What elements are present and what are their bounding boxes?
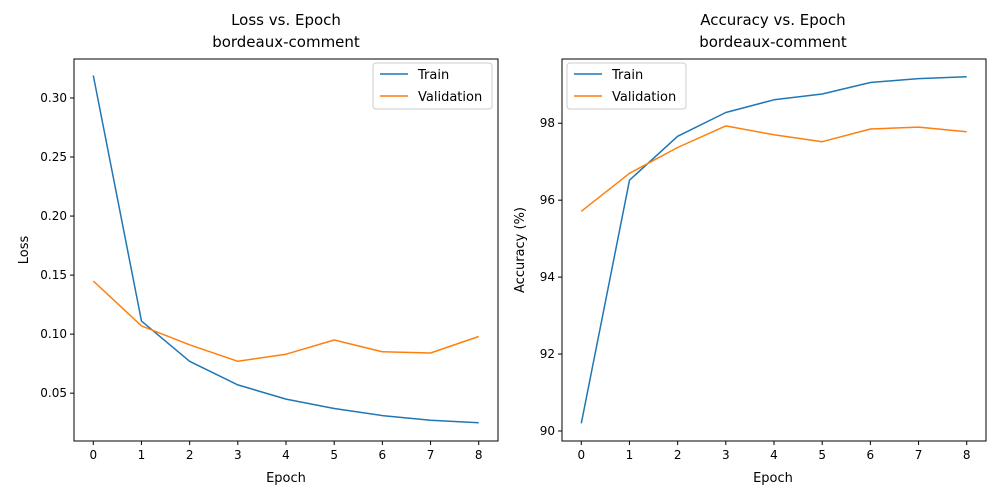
accuracy-xtick-label: 5 bbox=[818, 448, 826, 462]
accuracy-chart-legend: Train Validation bbox=[566, 62, 687, 110]
accuracy-xtick-label: 7 bbox=[915, 448, 923, 462]
loss-chart-lines bbox=[92, 75, 479, 424]
accuracy-xtick-label: 4 bbox=[770, 448, 778, 462]
accuracy-chart-ylabel: Accuracy (%) bbox=[513, 207, 528, 293]
loss-chart-legend: Train Validation bbox=[372, 62, 493, 110]
accuracy-ytick-label: 94 bbox=[540, 270, 555, 284]
loss-ytick-label: 0.20 bbox=[40, 209, 67, 223]
loss-series-validation-line bbox=[92, 280, 479, 363]
loss-xtick-label: 5 bbox=[330, 448, 338, 462]
loss-xtick-label: 6 bbox=[379, 448, 387, 462]
loss-chart-ylabel: Loss bbox=[17, 236, 32, 265]
accuracy-ytick-label: 98 bbox=[540, 116, 555, 130]
legend-label-validation: Validation bbox=[612, 90, 676, 105]
accuracy-xtick-label: 6 bbox=[867, 448, 875, 462]
loss-ytick-label: 0.30 bbox=[40, 91, 67, 105]
loss-ytick-label: 0.15 bbox=[40, 268, 67, 282]
accuracy-ytick-label: 96 bbox=[540, 193, 555, 207]
accuracy-xtick-label: 8 bbox=[963, 448, 971, 462]
loss-xtick-label: 8 bbox=[475, 448, 483, 462]
loss-chart: Loss vs. Epoch bordeaux-comment 0 1 2 3 4 5 6 7… bbox=[17, 11, 499, 486]
accuracy-chart-subtitle: bordeaux-comment bbox=[699, 33, 847, 51]
accuracy-chart-lines bbox=[580, 75, 967, 424]
accuracy-xtick-label: 3 bbox=[722, 448, 730, 462]
loss-xtick-label: 3 bbox=[234, 448, 242, 462]
legend-label-train: Train bbox=[417, 68, 449, 83]
accuracy-xtick-label: 0 bbox=[577, 448, 585, 462]
accuracy-xtick-label: 1 bbox=[626, 448, 634, 462]
accuracy-chart-xlabel: Epoch bbox=[753, 471, 793, 486]
loss-series-train-line bbox=[92, 75, 479, 424]
accuracy-series-train-line bbox=[580, 75, 967, 424]
accuracy-ytick-label: 92 bbox=[540, 347, 555, 361]
loss-ytick-label: 0.25 bbox=[40, 150, 67, 164]
accuracy-xtick-label: 2 bbox=[674, 448, 682, 462]
legend-label-validation: Validation bbox=[418, 90, 482, 105]
loss-ytick-label: 0.05 bbox=[40, 386, 67, 400]
loss-chart-xlabel: Epoch bbox=[266, 471, 306, 486]
accuracy-chart-title: Accuracy vs. Epoch bbox=[700, 11, 845, 29]
accuracy-chart-ticks: 0 1 2 3 4 5 6 7 8 90 92 94 96 98 bbox=[540, 116, 971, 462]
loss-xtick-label: 7 bbox=[427, 448, 435, 462]
loss-xtick-label: 0 bbox=[89, 448, 97, 462]
loss-chart-subtitle: bordeaux-comment bbox=[212, 33, 360, 51]
loss-chart-frame bbox=[73, 58, 499, 442]
loss-chart-ticks: 0 1 2 3 4 5 6 7 8 0.05 0.10 0.15 0.20 0.25 0.30 bbox=[40, 91, 482, 462]
legend-label-train: Train bbox=[611, 68, 643, 83]
loss-xtick-label: 2 bbox=[186, 448, 194, 462]
loss-xtick-label: 1 bbox=[138, 448, 146, 462]
loss-ytick-label: 0.10 bbox=[40, 327, 67, 341]
accuracy-chart-frame bbox=[561, 58, 987, 442]
loss-chart-title: Loss vs. Epoch bbox=[231, 11, 341, 29]
accuracy-series-validation-line bbox=[580, 125, 967, 212]
accuracy-ytick-label: 90 bbox=[540, 424, 555, 438]
loss-xtick-label: 4 bbox=[282, 448, 290, 462]
accuracy-chart: Accuracy vs. Epoch bordeaux-comment 0 1 2 3… bbox=[513, 11, 987, 486]
